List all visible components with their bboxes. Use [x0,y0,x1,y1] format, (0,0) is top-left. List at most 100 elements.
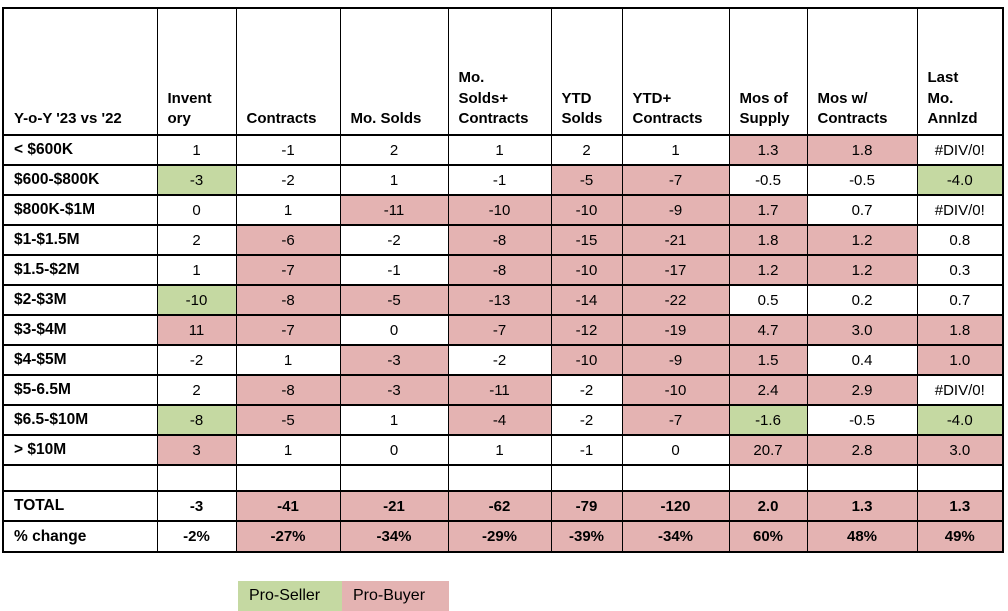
value-cell: 1.8 [806,134,918,166]
column-header: Invent ory [156,7,237,136]
value-cell: 2 [550,134,623,166]
value-cell: 1 [447,134,552,166]
row-label: $1.5-$2M [2,254,158,286]
value-cell: 49% [916,520,1004,553]
value-cell: 1 [447,434,552,466]
value-cell: 1 [339,404,449,436]
column-header: Mo. Solds+ Contracts [447,7,552,136]
value-cell: -5 [550,164,623,196]
table-row: $2-$3M -10 -8 -5 -13 -14 -22 0.5 0.2 0.7 [2,284,1004,316]
value-cell: -8 [235,374,341,406]
value-cell: -2 [235,164,341,196]
value-cell: #DIV/0! [916,194,1004,226]
value-cell: 1.3 [916,490,1004,522]
value-cell: -1.6 [728,404,808,436]
value-cell: -62 [447,490,552,522]
value-cell: -4.0 [916,164,1004,196]
value-cell: -10 [550,194,623,226]
value-cell: -120 [621,490,730,522]
value-cell: 0 [339,314,449,346]
value-cell [447,464,552,492]
value-cell: -7 [621,164,730,196]
value-cell [156,464,237,492]
value-cell: -22 [621,284,730,316]
value-cell: -4 [447,404,552,436]
value-cell: -1 [339,254,449,286]
value-cell: -5 [235,404,341,436]
value-cell: -3 [339,344,449,376]
value-cell: -10 [447,194,552,226]
value-cell: 0.7 [916,284,1004,316]
value-cell: -27% [235,520,341,553]
value-cell: 1.2 [806,254,918,286]
value-cell: 0.3 [916,254,1004,286]
value-cell: -10 [550,344,623,376]
value-cell [728,464,808,492]
value-cell: -11 [447,374,552,406]
value-cell: 0.7 [806,194,918,226]
table-row: $5-6.5M 2 -8 -3 -11 -2 -10 2.4 2.9 #DIV/0! [2,374,1004,406]
table-row: $1.5-$2M 1 -7 -1 -8 -10 -17 1.2 1.2 0.3 [2,254,1004,286]
value-cell: -17 [621,254,730,286]
legend-pro-buyer-label: Pro-Buyer [353,587,426,604]
row-label: $800K-$1M [2,194,158,226]
value-cell: -21 [339,490,449,522]
column-header: YTD+ Contracts [621,7,730,136]
column-header: YTD Solds [550,7,623,136]
value-cell: -7 [447,314,552,346]
row-label: $2-$3M [2,284,158,316]
value-cell: -9 [621,194,730,226]
value-cell: -10 [550,254,623,286]
column-header: Mos w/ Contracts [806,7,918,136]
value-cell: -7 [235,314,341,346]
value-cell: -1 [550,434,623,466]
value-cell: 4.7 [728,314,808,346]
value-cell [916,464,1004,492]
value-cell: -1 [447,164,552,196]
value-cell: -21 [621,224,730,256]
value-cell: 2.0 [728,490,808,522]
value-cell: 11 [156,314,237,346]
value-cell: 0.5 [728,284,808,316]
value-cell: 0.8 [916,224,1004,256]
column-header: Contracts [235,7,341,136]
value-cell: -11 [339,194,449,226]
value-cell [339,464,449,492]
value-cell: -8 [235,284,341,316]
value-cell: -34% [339,520,449,553]
row-label: % change [2,520,158,553]
value-cell: 1 [339,164,449,196]
table-row: $3-$4M 11 -7 0 -7 -12 -19 4.7 3.0 1.8 [2,314,1004,346]
table-row: $6.5-$10M -8 -5 1 -4 -2 -7 -1.6 -0.5 -4.0 [2,404,1004,436]
value-cell: 1.8 [916,314,1004,346]
value-cell: 0 [156,194,237,226]
row-label [2,464,158,492]
legend-pro-buyer: Pro-Buyer [342,581,449,611]
value-cell: 60% [728,520,808,553]
value-cell: -3 [339,374,449,406]
value-cell: 0.2 [806,284,918,316]
corner-header: Y-o-Y '23 vs '22 [2,7,158,136]
value-cell: -6 [235,224,341,256]
value-cell: 1 [235,434,341,466]
value-cell: -7 [235,254,341,286]
row-label: $3-$4M [2,314,158,346]
row-label: $1-$1.5M [2,224,158,256]
value-cell: -13 [447,284,552,316]
value-cell: -2% [156,520,237,553]
yoy-comparison-table: Y-o-Y '23 vs '22 Invent ory Contracts Mo. … [2,7,1004,553]
value-cell: -8 [156,404,237,436]
value-cell: 0 [339,434,449,466]
value-cell: -2 [339,224,449,256]
value-cell: -2 [156,344,237,376]
value-cell [806,464,918,492]
column-header: Last Mo. Annlzd [916,7,1004,136]
table-row: < $600K 1 -1 2 1 2 1 1.3 1.8 #DIV/0! [2,134,1004,166]
value-cell: -3 [156,164,237,196]
value-cell: 2.8 [806,434,918,466]
table-row: TOTAL -3 -41 -21 -62 -79 -120 2.0 1.3 1.3 [2,490,1004,522]
row-label: < $600K [2,134,158,166]
value-cell: 2.9 [806,374,918,406]
value-cell: 1.3 [728,134,808,166]
